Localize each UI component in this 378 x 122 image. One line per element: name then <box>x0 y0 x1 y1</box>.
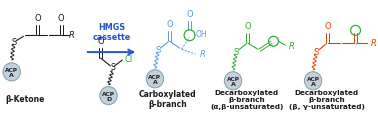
Text: S: S <box>155 46 161 55</box>
Text: β-Ketone: β-Ketone <box>6 95 45 104</box>
Text: A: A <box>231 82 235 87</box>
Text: ACP: ACP <box>307 77 319 82</box>
Text: O: O <box>34 14 41 23</box>
Text: R: R <box>200 50 205 59</box>
Text: O: O <box>245 22 251 31</box>
Text: A: A <box>152 80 157 85</box>
Text: ACP: ACP <box>102 92 115 97</box>
Text: O: O <box>325 22 331 31</box>
Ellipse shape <box>304 72 322 90</box>
Text: S: S <box>11 38 16 47</box>
Text: A: A <box>9 73 14 78</box>
Text: O: O <box>97 37 104 46</box>
Text: OH: OH <box>195 30 207 39</box>
Text: O: O <box>186 10 193 20</box>
Text: Decarboxylated
β-branch
(β, γ-unsaturated): Decarboxylated β-branch (β, γ-unsaturate… <box>289 90 365 110</box>
Text: ACP: ACP <box>5 68 18 73</box>
Text: Decarboxylated
β-branch
(α,β-unsaturated): Decarboxylated β-branch (α,β-unsaturated… <box>210 90 284 110</box>
Text: S: S <box>233 48 239 57</box>
Text: D: D <box>106 97 111 102</box>
Text: S: S <box>313 48 319 57</box>
Text: Cl: Cl <box>124 55 133 64</box>
Ellipse shape <box>3 63 20 81</box>
Text: HMGS
cassette: HMGS cassette <box>92 23 130 42</box>
Text: O: O <box>58 14 64 23</box>
Text: ACP: ACP <box>226 77 240 82</box>
Ellipse shape <box>146 70 164 88</box>
Text: S: S <box>110 63 115 72</box>
Ellipse shape <box>224 72 242 90</box>
Ellipse shape <box>100 86 117 105</box>
Text: R: R <box>370 39 376 48</box>
Text: R: R <box>288 42 294 51</box>
Text: O: O <box>166 20 173 29</box>
Text: R: R <box>69 31 75 40</box>
Text: A: A <box>311 82 316 87</box>
Text: Carboxylated
β-branch: Carboxylated β-branch <box>139 90 197 109</box>
Text: ACP: ACP <box>149 75 161 80</box>
